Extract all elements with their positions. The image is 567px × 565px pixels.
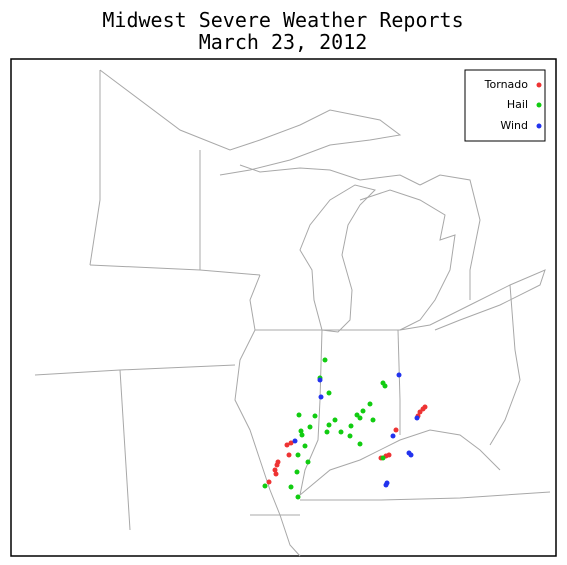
report-dot [295, 452, 301, 458]
report-dot [326, 422, 332, 428]
report-dot [396, 372, 402, 378]
report-dot [322, 357, 328, 363]
report-dot [393, 427, 399, 433]
report-dot [370, 417, 376, 423]
report-dot [294, 469, 300, 475]
report-dot [284, 442, 290, 448]
report-dot [367, 401, 373, 407]
report-dot [414, 415, 420, 421]
report-dot [317, 377, 323, 383]
report-dot [380, 455, 386, 461]
legend-swatch [536, 123, 542, 129]
legend-swatch [536, 82, 542, 88]
legend: Tornado Hail Wind [484, 78, 542, 132]
report-dot [273, 471, 279, 477]
report-dot [299, 432, 305, 438]
report-dot [386, 452, 392, 458]
report-dot [382, 383, 388, 389]
report-dot [326, 390, 332, 396]
legend-swatch [536, 102, 542, 108]
report-dot [288, 484, 294, 490]
report-dot [347, 433, 353, 439]
report-dot [332, 417, 338, 423]
report-dot [408, 452, 414, 458]
report-dot [288, 440, 294, 446]
report-dot [296, 412, 302, 418]
title-line: Midwest Severe Weather Reports [102, 8, 463, 32]
wind-reports [292, 372, 420, 488]
report-dot [338, 429, 344, 435]
report-dot [312, 413, 318, 419]
report-dot [262, 483, 268, 489]
report-dot [307, 424, 313, 430]
report-dot [324, 429, 330, 435]
report-dot [383, 482, 389, 488]
report-dot [295, 494, 301, 500]
report-dot [390, 433, 396, 439]
title-line: March 23, 2012 [199, 30, 368, 54]
legend-label: Wind [500, 119, 528, 132]
report-dot [360, 408, 366, 414]
report-dot [298, 428, 304, 434]
report-dot [266, 479, 272, 485]
report-dot [305, 459, 311, 465]
report-dot [357, 415, 363, 421]
report-dot [272, 467, 278, 473]
report-dot [275, 459, 281, 465]
legend-label: Tornado [484, 78, 529, 91]
report-dot [422, 404, 428, 410]
report-dot [292, 438, 298, 444]
hail-reports [262, 357, 388, 500]
legend-box [464, 69, 546, 142]
report-dot [286, 452, 292, 458]
report-dot [302, 443, 308, 449]
report-dot [318, 394, 324, 400]
report-dot [348, 423, 354, 429]
legend-label: Hail [507, 98, 528, 111]
report-dot [357, 441, 363, 447]
